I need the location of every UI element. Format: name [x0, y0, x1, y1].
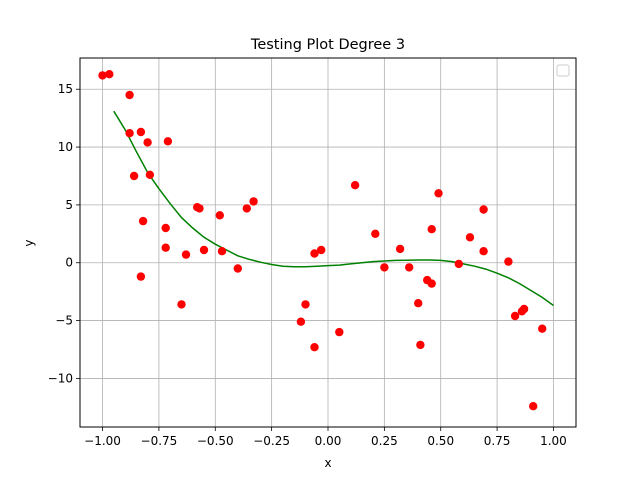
scatter-point — [350, 181, 360, 190]
chart-title: Testing Plot Degree 3 — [250, 37, 405, 53]
scatter-point — [504, 257, 513, 266]
y-axis-label: y — [22, 239, 36, 246]
scatter-point — [136, 272, 146, 281]
y-tick-label: −10 — [48, 371, 73, 385]
scatter-point — [138, 216, 148, 226]
scatter-point — [335, 327, 344, 337]
scatter-point — [427, 225, 436, 234]
scatter-point — [519, 304, 529, 314]
scatter-point — [242, 204, 251, 213]
scatter-point — [177, 300, 186, 309]
x-tick-label: −1.00 — [84, 434, 121, 448]
scatter-point — [510, 311, 520, 321]
scatter-point — [454, 259, 463, 269]
scatter-point — [538, 324, 547, 333]
x-tick-label: 0.50 — [427, 434, 454, 448]
y-tick-label: 15 — [58, 82, 73, 96]
scatter-point — [310, 343, 319, 352]
scatter-point — [136, 127, 146, 137]
scatter-point — [143, 138, 152, 147]
scatter-point — [434, 189, 443, 198]
scatter-point — [105, 70, 114, 79]
scatter-point — [129, 171, 139, 181]
y-tick-label: −5 — [55, 314, 73, 328]
y-ticks: −10 −5 0 5 10 15 — [48, 82, 80, 385]
x-ticks: −1.00 −0.75 −0.50 −0.25 0.00 0.25 0.50 0.75 1.00 — [84, 427, 567, 448]
scatter-point — [199, 245, 209, 255]
x-tick-label: −0.50 — [197, 434, 234, 448]
y-tick-label: 5 — [65, 198, 73, 212]
x-tick-label: 0.25 — [371, 434, 398, 448]
scatter-point — [317, 245, 326, 255]
x-tick-label: 0.00 — [315, 434, 342, 448]
scatter-point — [145, 170, 155, 179]
scatter-point — [125, 129, 134, 138]
scatter-point — [249, 197, 258, 206]
scatter-point — [529, 402, 538, 411]
scatter-point — [296, 317, 306, 326]
scatter-point — [405, 263, 414, 272]
scatter-point — [161, 223, 170, 233]
x-tick-label: −0.25 — [253, 434, 290, 448]
scatter-point — [479, 247, 488, 256]
scatter-point — [195, 204, 204, 213]
y-tick-label: 0 — [65, 256, 73, 270]
scatter-point — [427, 279, 436, 288]
scatter-point — [163, 137, 173, 146]
scatter-point — [181, 250, 191, 259]
scatter-point — [233, 264, 242, 273]
scatter-point — [414, 299, 423, 308]
grid — [80, 58, 576, 427]
scatter-point — [125, 90, 134, 100]
y-tick-label: 10 — [58, 140, 73, 154]
scatter-point — [310, 249, 319, 258]
scatter-point — [416, 340, 425, 350]
scatter-point — [479, 205, 488, 214]
scatter-point — [380, 263, 389, 272]
scatter-point — [161, 243, 170, 252]
scatter-point — [301, 300, 310, 309]
legend-box — [556, 64, 570, 77]
fit-line-layer — [113, 110, 554, 307]
scatter-point — [215, 211, 224, 220]
scatter-point — [465, 233, 475, 242]
scatter-points — [98, 70, 547, 411]
x-tick-label: 1.00 — [540, 434, 567, 448]
x-tick-label: −0.75 — [141, 434, 178, 448]
fit-line — [113, 110, 554, 307]
x-axis-label: x — [324, 456, 331, 470]
scatter-point — [98, 71, 107, 80]
x-tick-label: 0.75 — [484, 434, 511, 448]
scatter-point — [371, 229, 380, 238]
scatter-point — [217, 247, 227, 256]
scatter-point — [395, 244, 405, 254]
